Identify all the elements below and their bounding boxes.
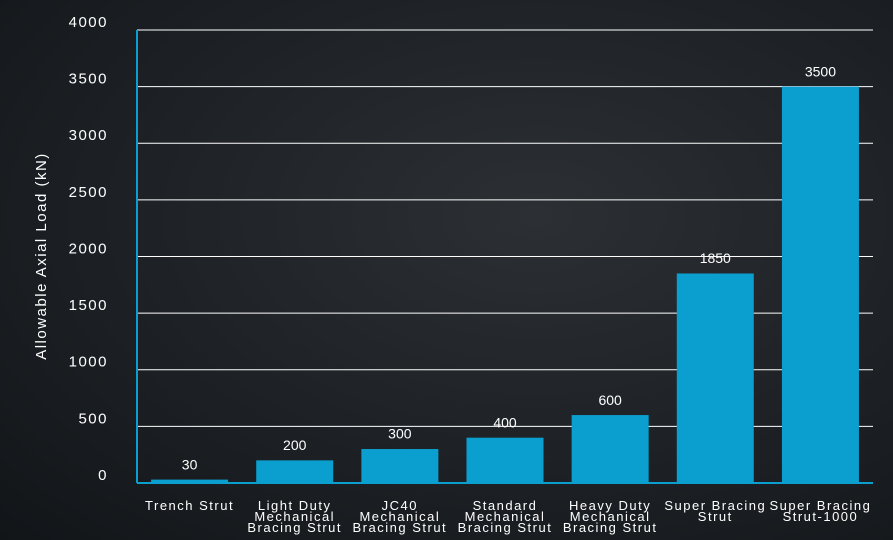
value-label: 300 (388, 426, 412, 442)
value-label: 3500 (805, 63, 836, 79)
y-tick-label: 3500 (69, 71, 108, 88)
y-tick-label: 4000 (69, 14, 108, 31)
bar (781, 86, 859, 483)
y-tick-label: 0 (98, 467, 108, 484)
y-tick-label: 1500 (69, 297, 108, 314)
x-tick-label: JC40 Mechanical Bracing Strut (352, 498, 448, 535)
x-tick-label: Trench Strut (145, 498, 235, 513)
bar (151, 479, 229, 483)
x-tick-label: Light Duty Mechanical Bracing Strut (247, 498, 343, 535)
x-tick-label: Standard Mechanical Bracing Strut (457, 498, 553, 535)
y-tick-label: 2500 (69, 184, 108, 201)
y-tick-label: 500 (78, 410, 108, 427)
y-axis-title: Allowable Axial Load (kN) (33, 152, 50, 360)
y-tick-label: 2000 (69, 240, 108, 257)
bar (361, 449, 439, 483)
x-tick-label: Heavy Duty Mechanical Bracing Strut (562, 498, 658, 535)
value-label: 30 (182, 456, 198, 472)
x-tick-label: Super Bracing Strut (664, 498, 767, 524)
y-tick-label: 1000 (69, 354, 108, 371)
bar (676, 273, 754, 483)
value-label: 1850 (700, 250, 731, 266)
bar (256, 460, 334, 483)
x-tick-label: Super Bracing Strut-1000 (769, 498, 872, 524)
value-label: 200 (283, 437, 307, 453)
value-label: 600 (598, 392, 622, 408)
y-tick-label: 3000 (69, 127, 108, 144)
value-label: 400 (493, 414, 517, 430)
bar (571, 415, 649, 483)
bar (466, 437, 544, 483)
